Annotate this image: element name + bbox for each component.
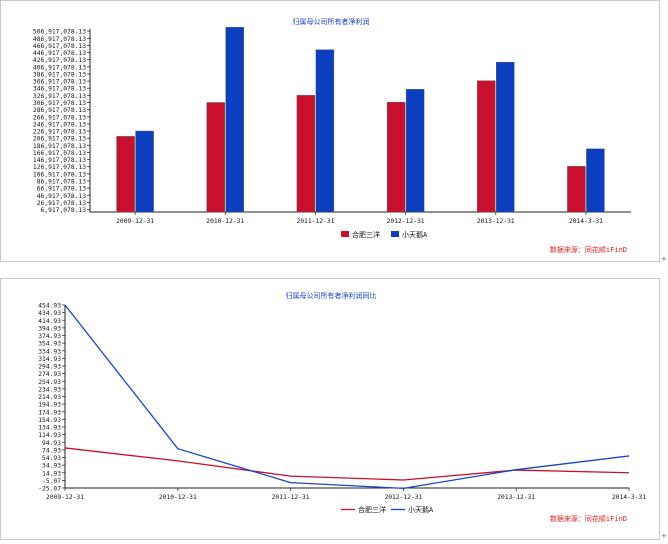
y-tick-label: 274.93 (38, 371, 61, 378)
bar-series2 (135, 130, 154, 213)
line-chart: 归属母公司所有者净利润同比 -25.07-5.0714.9334.9354.937… (38, 291, 646, 523)
bar-series2 (315, 49, 335, 213)
y-tick-label: 126,917,078.13 (33, 164, 86, 171)
y-tick-label: 506,917,078.13 (33, 29, 86, 36)
y-tick-label: 166,917,078.13 (33, 150, 86, 157)
legend-label: 合肥三洋 (358, 505, 386, 514)
y-tick-label: -5.07 (42, 478, 61, 485)
y-tick-label: 234.93 (38, 386, 61, 393)
y-tick-label: 106,917,078.13 (33, 171, 86, 178)
y-tick-label: 134.93 (38, 425, 61, 432)
x-tick-label: 2010-12-31 (159, 494, 197, 501)
legend-label: 小天鹅A (402, 230, 428, 239)
bar-series1 (116, 136, 135, 213)
x-tick-label: 2012-12-31 (387, 218, 425, 225)
x-tick-label: 2009-12-31 (116, 218, 154, 225)
legend-swatch (341, 231, 349, 237)
y-tick-label: 74.93 (42, 447, 61, 454)
y-tick-label: 226,917,078.13 (33, 129, 86, 136)
bar-chart: 归属母公司所有者净利润 6,917,078.1326,917,078.1346,9… (33, 17, 631, 254)
bar-series1 (296, 95, 316, 213)
source-note: 数据来源：同花顺iFinD (550, 514, 627, 523)
y-tick-label: 114.93 (38, 432, 61, 439)
x-tick-label: 2014-3-31 (569, 218, 603, 225)
legend-label: 合肥三洋 (352, 230, 380, 239)
y-tick-label: 354.93 (38, 341, 61, 348)
y-tick-label: 314.93 (38, 356, 61, 363)
y-tick-label: 6,917,078.13 (41, 207, 87, 214)
bar-series2 (496, 61, 515, 213)
x-tick-label: 2011-12-31 (272, 494, 310, 501)
line-chart-panel: 归属母公司所有者净利润同比 -25.07 -5.07 14.93 34.93 54.93 7… (0, 278, 660, 540)
y-tick-label: 86,917,078.13 (37, 178, 86, 185)
y-tick-label: 214.93 (38, 394, 61, 401)
y-tick-label: 386,917,078.13 (33, 71, 86, 78)
y-tick-label: 254.93 (38, 379, 61, 386)
y-tick-label: 34.93 (42, 463, 61, 470)
x-tick-label: 2013-12-31 (477, 218, 515, 225)
legend-label: 小天鹅A (408, 505, 434, 514)
x-tick-label: 2010-12-31 (206, 218, 244, 225)
bar-series2 (225, 27, 244, 213)
y-tick-label: 334.93 (38, 348, 61, 355)
x-tick-label: 2012-12-31 (384, 494, 422, 501)
y-tick-label: 286,917,078.13 (33, 107, 86, 114)
y-tick-label: 174.93 (38, 409, 61, 416)
bar-series1 (386, 101, 406, 213)
line-series1 (64, 447, 630, 481)
y-tick-label: 14.93 (42, 470, 61, 477)
line-series2 (64, 304, 630, 490)
y-tick-label: 154.93 (38, 417, 61, 424)
y-tick-label: 194.93 (38, 402, 61, 409)
y-tick-label: 294.93 (38, 364, 61, 371)
corner-mark-top: + (661, 255, 667, 263)
legend-swatch (391, 231, 399, 237)
y-tick-label: 446,917,078.13 (33, 50, 86, 57)
y-tick-label: 414.93 (38, 318, 61, 325)
source-note: 数据来源：同花顺iFinD (550, 245, 627, 254)
bar-series1 (206, 102, 225, 213)
y-tick-label: 26,917,078.13 (37, 200, 86, 207)
bar-chart-panel: 归属母公司所有者净利润 6,917,078.13 26,917,078.13 46,9… (0, 0, 660, 262)
bar-series1 (477, 80, 496, 213)
y-tick-label: 266,917,078.13 (33, 114, 86, 121)
y-tick-label: 394.93 (38, 325, 61, 332)
chart-title: 归属母公司所有者净利润 (293, 17, 370, 26)
y-tick-label: -25.07 (38, 486, 61, 493)
y-tick-label: 406,917,078.13 (33, 64, 86, 71)
x-tick-label: 2013-12-31 (497, 494, 535, 501)
bar-series1 (567, 166, 586, 213)
y-tick-label: 246,917,078.13 (33, 121, 86, 128)
chart-title: 归属母公司所有者净利润同比 (286, 291, 377, 300)
y-tick-label: 346,917,078.13 (33, 86, 86, 93)
y-tick-label: 186,917,078.13 (33, 143, 86, 150)
x-tick-label: 2014-3-31 (612, 494, 646, 501)
bar-series2 (586, 148, 605, 213)
y-tick-label: 94.93 (42, 440, 61, 447)
y-tick-label: 306,917,078.13 (33, 100, 86, 107)
y-tick-label: 466,917,078.13 (33, 43, 86, 50)
y-tick-label: 486,917,078.13 (33, 36, 86, 43)
y-tick-label: 46,917,078.13 (37, 193, 86, 200)
y-tick-label: 66,917,078.13 (37, 186, 86, 193)
y-tick-label: 326,917,078.13 (33, 93, 86, 100)
y-tick-label: 374.93 (38, 333, 61, 340)
corner-mark-bottom: + (661, 532, 667, 540)
y-tick-label: 206,917,078.13 (33, 136, 86, 143)
y-tick-label: 426,917,078.13 (33, 57, 86, 64)
y-tick-label: 366,917,078.13 (33, 79, 86, 86)
x-tick-label: 2009-12-31 (46, 494, 84, 501)
y-tick-label: 146,917,078.13 (33, 157, 86, 164)
x-tick-label: 2011-12-31 (296, 218, 334, 225)
y-tick-label: 434.93 (38, 310, 61, 317)
y-tick-label: 54.93 (42, 455, 61, 462)
bar-series2 (405, 89, 425, 213)
y-tick-label: 454.93 (38, 303, 61, 310)
